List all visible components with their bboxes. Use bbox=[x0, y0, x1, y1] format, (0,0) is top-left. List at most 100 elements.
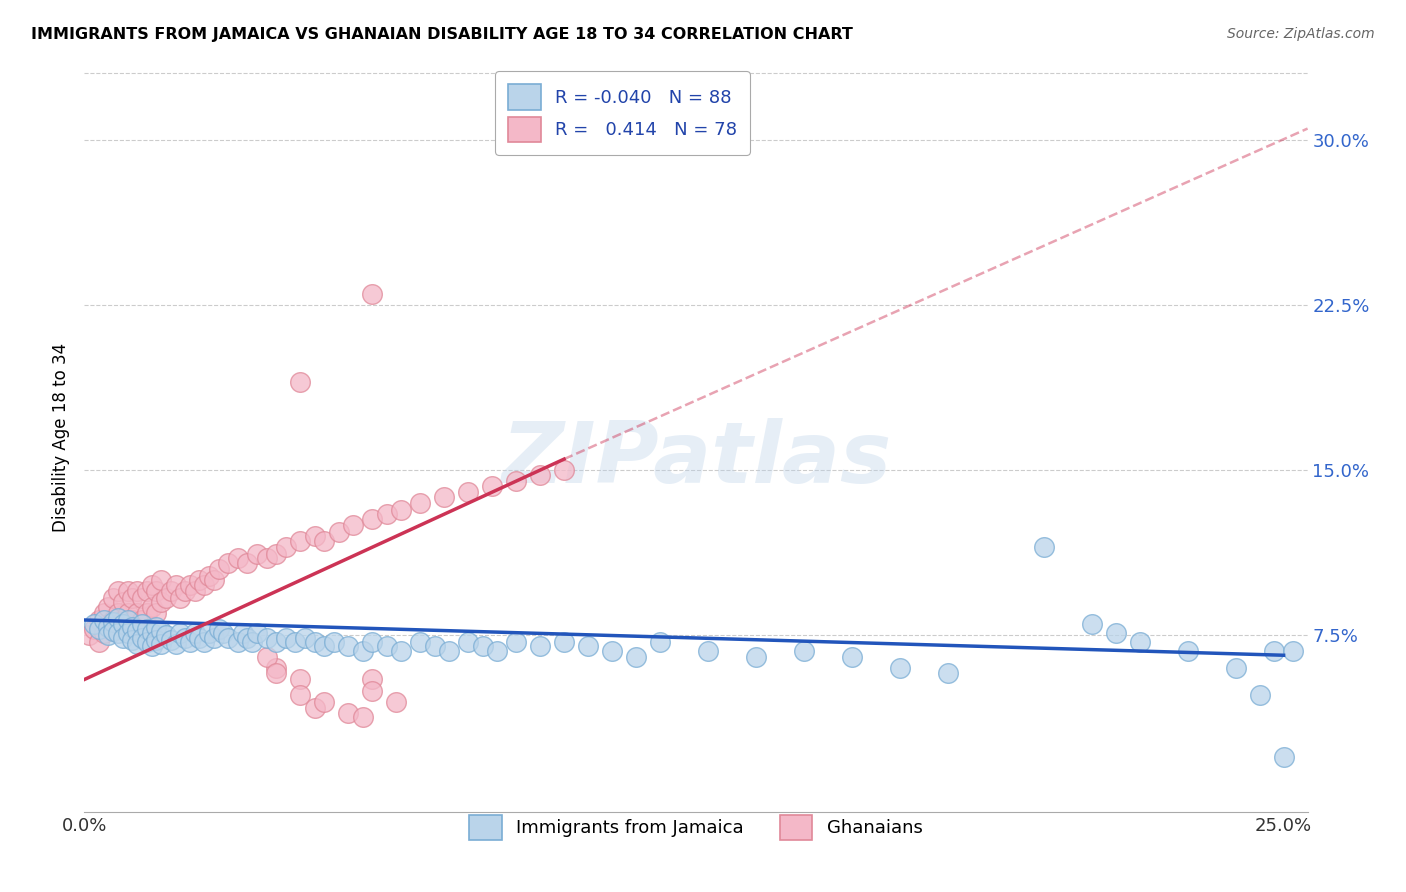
Point bbox=[174, 584, 197, 599]
Point bbox=[93, 613, 115, 627]
Point bbox=[361, 683, 384, 698]
Point bbox=[111, 631, 134, 645]
Point bbox=[361, 673, 384, 687]
Point bbox=[385, 694, 408, 708]
Point bbox=[107, 584, 129, 599]
Point bbox=[1249, 688, 1271, 702]
Y-axis label: Disability Age 18 to 34: Disability Age 18 to 34 bbox=[52, 343, 70, 532]
Point bbox=[77, 628, 100, 642]
Point bbox=[437, 644, 460, 658]
Point bbox=[352, 644, 374, 658]
Point bbox=[314, 640, 336, 654]
Point bbox=[232, 626, 254, 640]
Point bbox=[107, 611, 129, 625]
Point bbox=[256, 551, 278, 566]
Point bbox=[304, 635, 326, 649]
Point bbox=[457, 485, 479, 500]
Point bbox=[145, 584, 167, 599]
Point bbox=[481, 478, 503, 492]
Point bbox=[155, 628, 177, 642]
Point bbox=[188, 574, 211, 588]
Point bbox=[131, 613, 153, 627]
Point bbox=[145, 619, 167, 633]
Point bbox=[505, 474, 527, 488]
Point bbox=[423, 640, 446, 654]
Point bbox=[198, 569, 221, 583]
Point bbox=[131, 591, 153, 605]
Point bbox=[101, 615, 124, 630]
Point bbox=[121, 591, 143, 605]
Point bbox=[202, 574, 225, 588]
Point bbox=[159, 632, 181, 647]
Point bbox=[264, 661, 287, 675]
Point bbox=[107, 626, 129, 640]
Point bbox=[264, 635, 287, 649]
Point bbox=[217, 631, 239, 645]
Point bbox=[208, 562, 231, 576]
Point bbox=[284, 635, 307, 649]
Point bbox=[375, 640, 398, 654]
Point bbox=[208, 622, 231, 636]
Point bbox=[648, 635, 671, 649]
Text: IMMIGRANTS FROM JAMAICA VS GHANAIAN DISABILITY AGE 18 TO 34 CORRELATION CHART: IMMIGRANTS FROM JAMAICA VS GHANAIAN DISA… bbox=[31, 27, 853, 42]
Point bbox=[457, 635, 479, 649]
Point bbox=[141, 599, 163, 614]
Point bbox=[697, 644, 720, 658]
Point bbox=[361, 511, 384, 525]
Point bbox=[165, 637, 187, 651]
Point bbox=[793, 644, 815, 658]
Point bbox=[1129, 635, 1152, 649]
Point bbox=[529, 640, 551, 654]
Point bbox=[624, 650, 647, 665]
Point bbox=[107, 607, 129, 621]
Point bbox=[179, 635, 201, 649]
Point bbox=[217, 556, 239, 570]
Point bbox=[135, 584, 157, 599]
Point bbox=[375, 507, 398, 521]
Point bbox=[1282, 644, 1305, 658]
Point bbox=[1105, 626, 1128, 640]
Point bbox=[150, 595, 173, 609]
Point bbox=[236, 631, 259, 645]
Point bbox=[212, 626, 235, 640]
Point bbox=[745, 650, 768, 665]
Point bbox=[290, 688, 312, 702]
Point bbox=[179, 578, 201, 592]
Point bbox=[314, 533, 336, 548]
Point bbox=[471, 640, 494, 654]
Point bbox=[111, 613, 134, 627]
Point bbox=[135, 622, 157, 636]
Point bbox=[337, 640, 360, 654]
Point bbox=[889, 661, 911, 675]
Point bbox=[121, 613, 143, 627]
Text: ZIPatlas: ZIPatlas bbox=[501, 418, 891, 501]
Point bbox=[101, 591, 124, 605]
Point bbox=[202, 631, 225, 645]
Point bbox=[274, 631, 297, 645]
Point bbox=[290, 375, 312, 389]
Point bbox=[169, 626, 191, 640]
Point bbox=[256, 650, 278, 665]
Point bbox=[188, 631, 211, 645]
Point bbox=[409, 496, 432, 510]
Point bbox=[155, 591, 177, 605]
Point bbox=[342, 518, 364, 533]
Legend: Immigrants from Jamaica, Ghanaians: Immigrants from Jamaica, Ghanaians bbox=[463, 807, 929, 847]
Point bbox=[553, 463, 575, 477]
Point bbox=[87, 622, 110, 636]
Point bbox=[93, 626, 115, 640]
Point bbox=[83, 617, 105, 632]
Point bbox=[141, 640, 163, 654]
Point bbox=[150, 637, 173, 651]
Point bbox=[159, 584, 181, 599]
Point bbox=[294, 631, 316, 645]
Point bbox=[389, 644, 412, 658]
Point bbox=[127, 584, 149, 599]
Point bbox=[83, 622, 105, 636]
Point bbox=[409, 635, 432, 649]
Point bbox=[433, 490, 456, 504]
Point bbox=[145, 632, 167, 647]
Point bbox=[117, 613, 139, 627]
Point bbox=[93, 607, 115, 621]
Point bbox=[198, 626, 221, 640]
